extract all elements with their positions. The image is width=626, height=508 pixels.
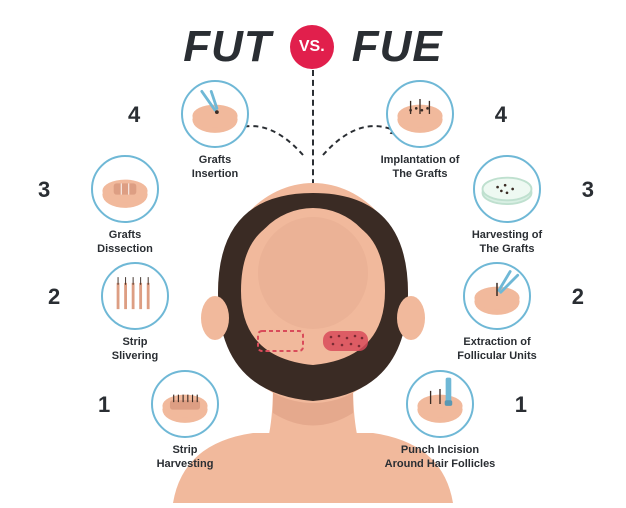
vs-badge: VS. [290, 25, 334, 69]
step-right-4: 4Implantation ofThe Grafts [355, 80, 485, 182]
extraction-icon [463, 262, 531, 330]
step-number: 1 [515, 392, 527, 418]
graft-insert-icon [181, 80, 249, 148]
step-number: 4 [495, 102, 507, 128]
step-number: 3 [582, 177, 594, 203]
step-number: 2 [48, 284, 60, 310]
step-label: Extraction ofFollicular Units [432, 336, 562, 364]
step-label: Punch IncisionAround Hair Follicles [375, 444, 505, 472]
step-label: Harvesting ofThe Grafts [442, 229, 572, 257]
step-label: GraftsDissection [60, 229, 190, 257]
step-number: 4 [128, 102, 140, 128]
step-right-2: 2Extraction ofFollicular Units [432, 262, 562, 364]
step-number: 2 [572, 284, 584, 310]
step-number: 1 [98, 392, 110, 418]
step-left-2: 2StripSlivering [70, 262, 200, 364]
step-number: 3 [38, 177, 50, 203]
step-right-1: 1Punch IncisionAround Hair Follicles [375, 370, 505, 472]
step-label: StripHarvesting [120, 444, 250, 472]
title-row: FUT VS. FUE [0, 0, 626, 72]
title-left: FUT [183, 22, 272, 72]
step-left-1: 1StripHarvesting [120, 370, 250, 472]
strip-sliver-icon [101, 262, 169, 330]
punch-incision-icon [406, 370, 474, 438]
step-label: StripSlivering [70, 336, 200, 364]
title-right: FUE [352, 22, 443, 72]
step-left-4: 4GraftsInsertion [150, 80, 280, 182]
implantation-icon [386, 80, 454, 148]
step-label: GraftsInsertion [150, 154, 280, 182]
step-label: Implantation ofThe Grafts [355, 154, 485, 182]
strip-harvest-icon [151, 370, 219, 438]
graft-dissect-icon [91, 155, 159, 223]
